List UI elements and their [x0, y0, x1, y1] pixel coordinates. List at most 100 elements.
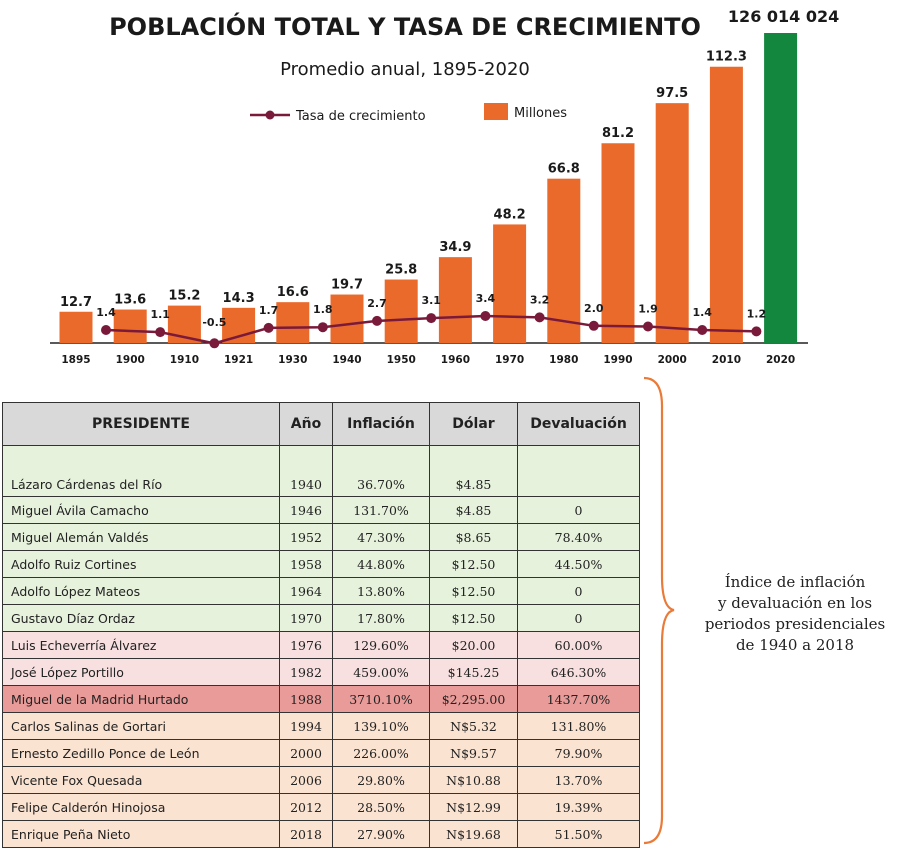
rate-point — [426, 313, 437, 324]
cell-president: Miguel Alemán Valdés — [2, 523, 280, 551]
cell-year: 1940 — [279, 445, 333, 497]
legend-bar-swatch-icon — [484, 103, 508, 120]
cell-inflation: 44.80% — [332, 550, 430, 578]
bar — [438, 257, 472, 343]
cell-devaluation: 1437.70% — [517, 685, 640, 713]
cell-devaluation: 0 — [517, 604, 640, 632]
cell-year: 1988 — [279, 685, 333, 713]
cell-inflation: 226.00% — [332, 739, 430, 767]
rate-point — [534, 312, 545, 323]
cell-devaluation: 0 — [517, 496, 640, 524]
rate-value-label: 3.4 — [476, 292, 496, 305]
cell-devaluation: 0 — [517, 577, 640, 605]
x-tick-label: 1990 — [603, 354, 632, 366]
rate-point — [101, 325, 111, 335]
bar-value-label: 13.6 — [114, 293, 146, 308]
bar-value-label: 126 014 024 — [728, 7, 839, 26]
cell-devaluation: 131.80% — [517, 712, 640, 740]
cell-devaluation — [517, 445, 640, 497]
rate-point — [263, 322, 274, 333]
x-tick-label: 2020 — [766, 354, 795, 366]
table-row: Miguel Ávila Camacho 1946 131.70% $4.85 0 — [2, 496, 640, 524]
rate-value-label: 3.1 — [421, 294, 441, 307]
rate-point — [697, 325, 708, 335]
bar-value-label: 81.2 — [602, 126, 634, 141]
rate-point — [751, 326, 762, 337]
cell-dollar: $12.50 — [429, 550, 518, 578]
bar-value-label: 25.8 — [385, 263, 417, 278]
rate-point — [588, 320, 599, 331]
cell-year: 2012 — [279, 793, 333, 821]
cell-inflation: 129.60% — [332, 631, 430, 659]
legend-bar-label: Millones — [514, 106, 567, 121]
cell-inflation: 3710.10% — [332, 685, 430, 713]
header-president: PRESIDENTE — [2, 402, 280, 446]
cell-dollar: $4.85 — [429, 445, 518, 497]
cell-dollar: $2,295.00 — [429, 685, 518, 713]
cell-year: 1976 — [279, 631, 333, 659]
cell-inflation: 27.90% — [332, 820, 430, 848]
cell-dollar: $8.65 — [429, 523, 518, 551]
note-line: de 1940 a 2018 — [735, 636, 855, 654]
cell-dollar: N$5.32 — [429, 712, 518, 740]
rate-value-label: 3.2 — [530, 293, 550, 306]
cell-year: 2018 — [279, 820, 333, 848]
bar-value-label: 112.3 — [706, 50, 747, 65]
cell-inflation: 28.50% — [332, 793, 430, 821]
x-tick-label: 1980 — [549, 354, 578, 366]
cell-year: 1952 — [279, 523, 333, 551]
header-year: Año — [279, 402, 333, 446]
rate-point — [480, 311, 491, 321]
header-devaluation: Devaluación — [517, 402, 640, 446]
bar-value-label: 34.9 — [439, 240, 471, 255]
x-tick-label: 1930 — [278, 354, 307, 366]
cell-president: Felipe Calderón Hinojosa — [2, 793, 280, 821]
cell-devaluation: 44.50% — [517, 550, 640, 578]
legend: Tasa de crecimiento Millones — [250, 103, 567, 124]
bar-value-label: 14.3 — [223, 291, 255, 306]
rate-value-label: 1.4 — [96, 306, 116, 319]
bar — [276, 302, 310, 343]
cell-inflation: 29.80% — [332, 766, 430, 794]
cell-dollar: N$10.88 — [429, 766, 518, 794]
x-tick-label: 2000 — [658, 354, 687, 366]
cell-inflation: 459.00% — [332, 658, 430, 686]
cell-president: Miguel Ávila Camacho — [2, 496, 280, 524]
cell-year: 1964 — [279, 577, 333, 605]
curly-brace-icon — [643, 376, 675, 845]
table-row: José López Portillo 1982 459.00% $145.25 646… — [2, 658, 640, 686]
cell-year: 1958 — [279, 550, 333, 578]
chart-subtitle: Promedio anual, 1895-2020 — [280, 59, 530, 80]
cell-president: Adolfo Ruiz Cortines — [2, 550, 280, 578]
bar — [113, 309, 147, 343]
x-tick-label: 1921 — [224, 354, 253, 366]
table-row: Carlos Salinas de Gortari 1994 139.10% N$5.… — [2, 712, 640, 740]
rate-value-label: 1.9 — [638, 303, 658, 316]
rate-value-label: -0.5 — [202, 316, 226, 329]
rate-point — [372, 315, 382, 326]
bar-value-label: 48.2 — [494, 207, 526, 222]
table-row: Miguel Alemán Valdés 1952 47.30% $8.65 78.40… — [2, 523, 640, 551]
population-chart: POBLACIÓN TOTAL Y TASA DE CRECIMIENTO Pr… — [50, 7, 839, 366]
bar — [330, 294, 364, 343]
rate-value-label: 1.8 — [313, 303, 333, 316]
cell-dollar: N$12.99 — [429, 793, 518, 821]
cell-president: José López Portillo — [2, 658, 280, 686]
legend-line-label: Tasa de crecimiento — [295, 109, 426, 124]
cell-devaluation: 51.50% — [517, 820, 640, 848]
x-tick-label: 1910 — [170, 354, 199, 366]
cell-year: 1982 — [279, 658, 333, 686]
bar-value-label: 66.8 — [548, 162, 580, 177]
cell-president: Lázaro Cárdenas del Río — [2, 445, 280, 497]
bar — [601, 143, 635, 343]
bar-value-label: 19.7 — [331, 278, 363, 293]
table-row: Vicente Fox Quesada 2006 29.80% N$10.88 13.7… — [2, 766, 640, 794]
rate-value-label: 1.2 — [747, 307, 767, 320]
cell-dollar: $12.50 — [429, 577, 518, 605]
cell-dollar: $20.00 — [429, 631, 518, 659]
header-dollar: Dólar — [429, 402, 518, 446]
cell-inflation: 131.70% — [332, 496, 430, 524]
cell-dollar: $4.85 — [429, 496, 518, 524]
x-tick-label: 1940 — [332, 354, 361, 366]
x-tick-label: 2010 — [712, 354, 741, 366]
